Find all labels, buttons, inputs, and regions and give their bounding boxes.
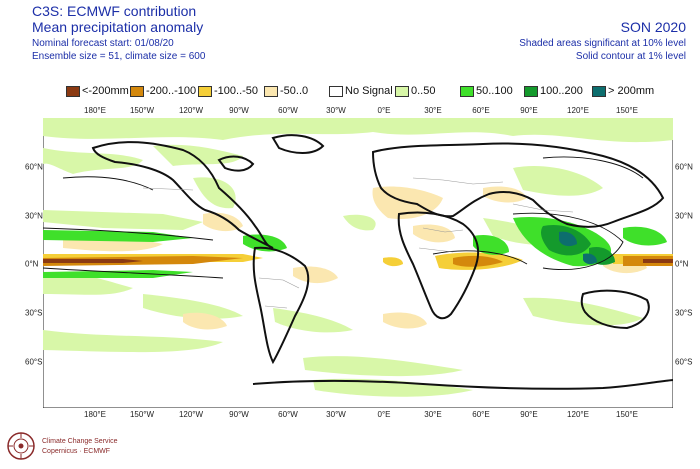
lon-tick-label: 60°E — [472, 410, 490, 419]
forecast-start: Nominal forecast start: 01/08/20 — [32, 38, 174, 49]
anomaly-extreme-dry — [43, 259, 673, 263]
lon-tick-label: 60°E — [472, 106, 490, 115]
legend-swatch — [460, 85, 474, 97]
lon-tick-label: 150°E — [616, 410, 638, 419]
lon-tick-label: 90°E — [520, 410, 538, 419]
anomaly-extreme-wet — [559, 231, 597, 265]
lon-tick-label: 150°W — [129, 106, 155, 115]
legend-item-1: <-200mm — [66, 84, 129, 98]
lat-tick-label: 60°N — [25, 162, 43, 172]
lat-tick-label: 60°N — [675, 162, 693, 172]
legend-item-8: 100..200 — [524, 84, 583, 98]
lon-tick-label: 120°W — [178, 410, 204, 419]
longitude-axis-bottom: 180°E 150°W 120°W 90°W 60°W 30°W 0°E 30°… — [0, 410, 700, 422]
lat-tick-label: 30°S — [675, 308, 693, 318]
legend-swatch — [198, 85, 212, 97]
legend-swatch — [592, 85, 606, 97]
title-primary: C3S: ECMWF contribution — [32, 3, 197, 19]
lon-tick-label: 0°E — [377, 410, 391, 419]
season-label: SON 2020 — [620, 19, 686, 35]
lon-tick-label: 30°W — [326, 106, 346, 115]
lat-tick-label: 0°N — [25, 259, 39, 269]
lon-tick-label: 120°W — [178, 106, 204, 115]
lon-tick-label: 30°E — [424, 106, 442, 115]
title-secondary: Mean precipitation anomaly — [32, 19, 204, 35]
lon-tick-label: 60°W — [278, 410, 298, 419]
legend-item-4: -50..0 — [264, 84, 308, 98]
legend-item-5: No Signal — [329, 84, 393, 98]
legend-item-7: 50..100 — [460, 84, 513, 98]
contour-note: Solid contour at 1% level — [575, 51, 686, 62]
lon-tick-label: 30°E — [424, 410, 442, 419]
legend-swatch — [130, 85, 144, 97]
legend-item-6: 0..50 — [395, 84, 435, 98]
lon-tick-label: 120°E — [567, 106, 589, 115]
lon-tick-label: 30°W — [326, 410, 346, 419]
lon-tick-label: 150°W — [129, 410, 155, 419]
anomaly-light-wet — [43, 118, 673, 397]
lat-tick-label: 60°S — [675, 357, 693, 367]
significance-contours — [43, 156, 644, 279]
lon-tick-label: 180°E — [84, 410, 106, 419]
lon-tick-label: 120°E — [567, 410, 589, 419]
lon-tick-label: 0°E — [377, 106, 391, 115]
country-borders — [142, 177, 574, 309]
lon-tick-label: 60°W — [278, 106, 298, 115]
legend-swatch — [66, 85, 80, 97]
legend-item-2: -200..-100 — [130, 84, 196, 98]
legend-swatch — [264, 85, 278, 97]
legend-item-9: > 200mm — [592, 84, 654, 98]
lat-tick-label: 30°S — [25, 308, 43, 318]
color-legend: <-200mm -200..-100 -100..-50 -50..0 No S… — [0, 84, 700, 100]
legend-swatch — [329, 85, 343, 97]
lat-tick-label: 30°N — [675, 211, 693, 221]
coastlines — [91, 134, 673, 390]
lat-tick-label: 0°N — [675, 259, 689, 269]
logo-tagline: Copernicus · ECMWF — [42, 448, 111, 455]
legend-swatch — [395, 85, 409, 97]
significance-note: Shaded areas significant at 10% level — [519, 38, 686, 49]
lat-tick-label: 60°S — [25, 357, 43, 367]
logo-name: Climate Change Service — [42, 438, 118, 445]
lon-tick-label: 90°E — [520, 106, 538, 115]
lon-tick-label: 90°W — [229, 410, 249, 419]
precipitation-anomaly-map — [43, 118, 673, 408]
ensemble-size: Ensemble size = 51, climate size = 600 — [32, 51, 206, 62]
legend-swatch — [524, 85, 538, 97]
longitude-axis-top: 180°E 150°W 120°W 90°W 60°W 30°W 0°E 30°… — [0, 106, 700, 118]
copernicus-logo: Climate Change Service Copernicus · ECMW… — [4, 428, 118, 468]
logo-emblem-icon — [7, 432, 35, 460]
lon-tick-label: 90°W — [229, 106, 249, 115]
lat-tick-label: 30°N — [25, 211, 43, 221]
legend-item-3: -100..-50 — [198, 84, 258, 98]
lon-tick-label: 150°E — [616, 106, 638, 115]
lon-tick-label: 180°E — [84, 106, 106, 115]
